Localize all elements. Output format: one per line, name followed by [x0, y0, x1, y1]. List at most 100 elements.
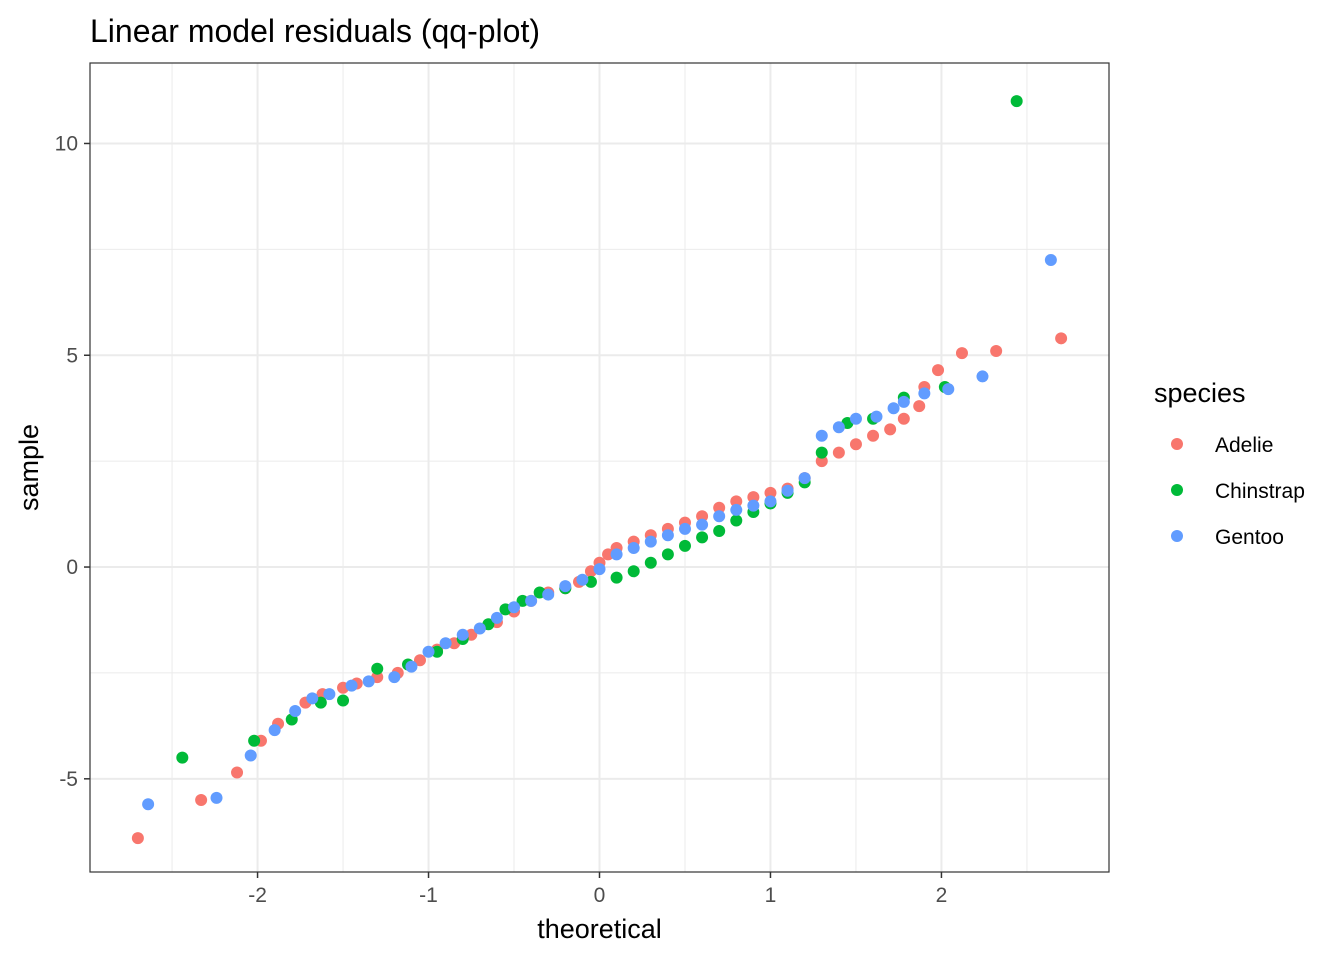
- point-gentoo: [747, 499, 760, 512]
- point-chinstrap: [337, 694, 350, 707]
- point-gentoo: [870, 410, 883, 423]
- y-tick-label: -5: [59, 768, 78, 791]
- point-gentoo: [244, 749, 257, 762]
- point-gentoo: [268, 724, 281, 737]
- point-adelie: [231, 766, 244, 779]
- point-adelie: [913, 400, 926, 413]
- legend-label-adelie: Adelie: [1215, 434, 1273, 457]
- point-gentoo: [713, 510, 726, 523]
- point-chinstrap: [696, 531, 709, 544]
- point-chinstrap: [248, 734, 261, 747]
- point-gentoo: [678, 522, 691, 535]
- point-gentoo: [525, 594, 538, 607]
- point-chinstrap: [431, 645, 444, 658]
- point-chinstrap: [176, 751, 189, 764]
- point-gentoo: [456, 628, 469, 641]
- legend: species Adelie Chinstrap Gentoo: [1154, 378, 1305, 549]
- point-adelie: [897, 412, 910, 425]
- point-adelie: [884, 423, 897, 436]
- point-adelie: [955, 347, 968, 360]
- point-adelie: [413, 654, 426, 667]
- point-adelie: [602, 548, 615, 561]
- point-adelie: [713, 501, 726, 514]
- point-gentoo: [362, 675, 375, 688]
- point-chinstrap: [1010, 95, 1023, 108]
- point-gentoo: [306, 692, 319, 705]
- point-adelie: [764, 486, 777, 499]
- y-axis: -5 0 5 10: [55, 132, 90, 791]
- point-gentoo: [422, 645, 435, 658]
- point-adelie: [990, 345, 1003, 358]
- point-gentoo: [210, 791, 223, 804]
- point-gentoo: [508, 601, 521, 614]
- point-adelie: [195, 793, 208, 806]
- point-gentoo: [815, 429, 828, 442]
- x-tick-label: -2: [248, 884, 267, 907]
- y-tick-label: 10: [55, 132, 78, 155]
- legend-key-gentoo: [1171, 530, 1183, 542]
- point-gentoo: [542, 588, 555, 601]
- point-adelie: [131, 832, 144, 845]
- point-adelie: [932, 364, 945, 377]
- point-chinstrap: [730, 514, 743, 527]
- legend-label-chinstrap: Chinstrap: [1215, 480, 1305, 503]
- point-chinstrap: [815, 446, 828, 459]
- point-gentoo: [405, 660, 418, 673]
- point-chinstrap: [661, 548, 674, 561]
- point-gentoo: [473, 622, 486, 635]
- x-axis: -2 -1 0 1 2: [248, 872, 947, 907]
- point-chinstrap: [644, 556, 657, 569]
- point-gentoo: [593, 563, 606, 576]
- point-chinstrap: [610, 571, 623, 584]
- data-points: [131, 95, 1068, 845]
- point-gentoo: [1044, 253, 1057, 266]
- x-tick-label: -1: [419, 884, 438, 907]
- x-tick-label: 1: [765, 884, 777, 907]
- legend-label-gentoo: Gentoo: [1215, 526, 1284, 549]
- x-tick-label: 2: [936, 884, 948, 907]
- point-chinstrap: [627, 565, 640, 578]
- point-gentoo: [388, 671, 401, 684]
- point-gentoo: [764, 495, 777, 508]
- y-tick-label: 5: [66, 344, 78, 367]
- point-gentoo: [289, 705, 302, 718]
- grid-lines: [90, 63, 1109, 872]
- point-gentoo: [918, 387, 931, 400]
- point-adelie: [747, 491, 760, 504]
- point-gentoo: [576, 573, 589, 586]
- point-adelie: [1055, 332, 1068, 345]
- point-gentoo: [887, 402, 900, 415]
- point-gentoo: [849, 412, 862, 425]
- point-gentoo: [730, 503, 743, 516]
- point-gentoo: [610, 548, 623, 561]
- x-axis-title: theoretical: [537, 914, 662, 944]
- point-gentoo: [345, 679, 358, 692]
- point-chinstrap: [371, 662, 384, 675]
- y-axis-title: sample: [14, 424, 44, 511]
- x-tick-label: 0: [594, 884, 606, 907]
- point-gentoo: [323, 688, 336, 701]
- point-adelie: [832, 446, 845, 459]
- point-gentoo: [832, 421, 845, 434]
- y-tick-label: 0: [66, 556, 78, 579]
- point-adelie: [730, 495, 743, 508]
- point-chinstrap: [713, 525, 726, 538]
- point-gentoo: [781, 484, 794, 497]
- point-gentoo: [661, 529, 674, 542]
- point-gentoo: [942, 383, 955, 396]
- point-gentoo: [559, 580, 572, 593]
- point-adelie: [867, 429, 880, 442]
- point-chinstrap: [678, 539, 691, 552]
- point-gentoo: [627, 541, 640, 554]
- point-gentoo: [142, 798, 155, 811]
- point-adelie: [696, 510, 709, 523]
- point-gentoo: [439, 637, 452, 650]
- point-adelie: [849, 438, 862, 451]
- point-gentoo: [490, 611, 503, 624]
- legend-title: species: [1154, 378, 1246, 408]
- chart-title: Linear model residuals (qq-plot): [90, 13, 540, 49]
- legend-key-chinstrap: [1171, 484, 1183, 496]
- point-gentoo: [644, 535, 657, 548]
- legend-key-adelie: [1171, 438, 1183, 450]
